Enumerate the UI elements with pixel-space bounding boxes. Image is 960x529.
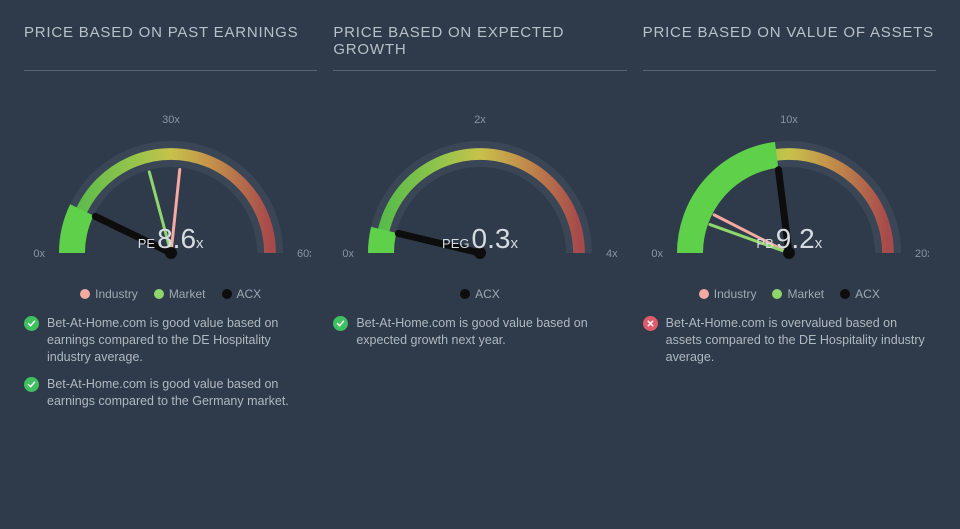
legend-swatch (460, 289, 470, 299)
check-icon (24, 377, 39, 392)
check-icon (24, 316, 39, 331)
gauge-tick-label: 30x (162, 114, 180, 126)
legend-item-industry: Industry (80, 287, 138, 301)
divider (24, 70, 317, 71)
gauge-center-label: PEG0.3x (333, 223, 626, 255)
legend-item-industry: Industry (699, 287, 757, 301)
metric-name: PEG (442, 236, 469, 251)
divider (333, 70, 626, 71)
analysis-note-text: Bet-At-Home.com is good value based on e… (47, 315, 317, 366)
legend-swatch (699, 289, 709, 299)
gauge-tick-label: 2x (474, 114, 486, 126)
metric-suffix: x (196, 235, 204, 252)
analysis-notes: Bet-At-Home.com is good value based on e… (24, 315, 317, 409)
legend-label: ACX (475, 287, 500, 301)
metric-suffix: x (510, 235, 518, 252)
panel-pb: PRICE BASED ON VALUE OF ASSETS 0x10x20x … (643, 24, 936, 409)
metric-suffix: x (815, 235, 823, 252)
legend-item-acx: ACX (222, 287, 262, 301)
analysis-notes: Bet-At-Home.com is overvalued based on a… (643, 315, 936, 366)
legend: Industry Market ACX (24, 287, 317, 301)
panel-title: PRICE BASED ON VALUE OF ASSETS (643, 24, 936, 64)
metric-value: 9.2 (776, 223, 815, 254)
panel-pe: PRICE BASED ON PAST EARNINGS 0x30x60x PE… (24, 24, 317, 409)
legend-swatch (840, 289, 850, 299)
legend-item-market: Market (772, 287, 824, 301)
analysis-note: Bet-At-Home.com is good value based on e… (24, 376, 317, 410)
analysis-note-text: Bet-At-Home.com is good value based on e… (47, 376, 317, 410)
legend-swatch (80, 289, 90, 299)
legend-label: ACX (855, 287, 880, 301)
gauge-peg: 0x2x4x PEG0.3x (333, 83, 626, 283)
divider (643, 70, 936, 71)
analysis-note: Bet-At-Home.com is good value based on e… (333, 315, 626, 349)
check-icon (333, 316, 348, 331)
metric-value: 0.3 (472, 223, 511, 254)
analysis-note-text: Bet-At-Home.com is overvalued based on a… (666, 315, 936, 366)
analysis-notes: Bet-At-Home.com is good value based on e… (333, 315, 626, 349)
gauge-center-label: PE8.6x (24, 223, 317, 255)
legend: ACX (333, 287, 626, 301)
legend-label: Market (169, 287, 206, 301)
legend-swatch (222, 289, 232, 299)
analysis-note-text: Bet-At-Home.com is good value based on e… (356, 315, 626, 349)
legend: Industry Market ACX (643, 287, 936, 301)
legend-label: ACX (237, 287, 262, 301)
legend-label: Industry (714, 287, 757, 301)
legend-swatch (154, 289, 164, 299)
metric-name: PB (756, 236, 773, 251)
gauge-center-label: PB9.2x (643, 223, 936, 255)
analysis-note: Bet-At-Home.com is good value based on e… (24, 315, 317, 366)
legend-label: Industry (95, 287, 138, 301)
legend-item-acx: ACX (460, 287, 500, 301)
gauge-pb: 0x10x20x PB9.2x (643, 83, 936, 283)
cross-icon (643, 316, 658, 331)
metric-name: PE (138, 236, 155, 251)
legend-item-market: Market (154, 287, 206, 301)
panel-title: PRICE BASED ON EXPECTED GROWTH (333, 24, 626, 64)
gauge-tick-label: 10x (780, 114, 798, 126)
legend-label: Market (787, 287, 824, 301)
panel-title: PRICE BASED ON PAST EARNINGS (24, 24, 317, 64)
analysis-note: Bet-At-Home.com is overvalued based on a… (643, 315, 936, 366)
metric-value: 8.6 (157, 223, 196, 254)
legend-swatch (772, 289, 782, 299)
legend-item-acx: ACX (840, 287, 880, 301)
panels-container: PRICE BASED ON PAST EARNINGS 0x30x60x PE… (0, 0, 960, 421)
gauge-pe: 0x30x60x PE8.6x (24, 83, 317, 283)
panel-peg: PRICE BASED ON EXPECTED GROWTH 0x2x4x PE… (333, 24, 626, 409)
